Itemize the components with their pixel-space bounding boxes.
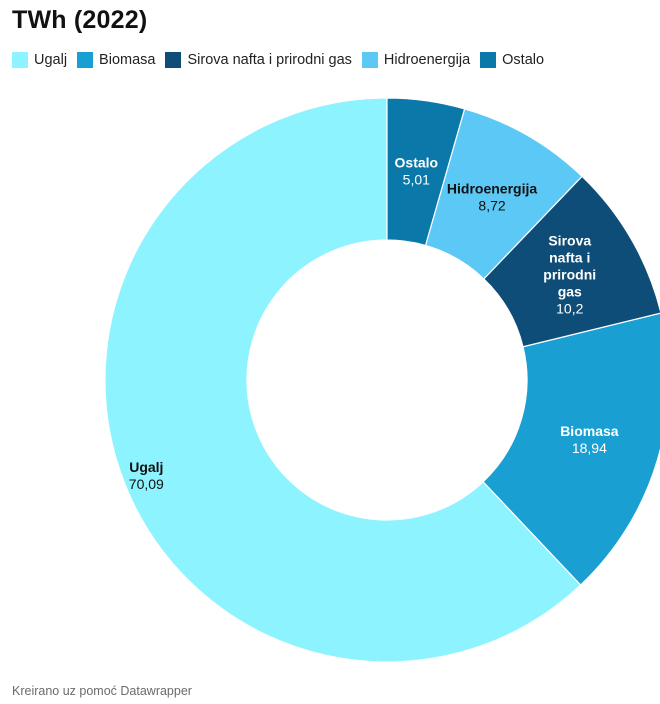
legend-swatch: [77, 52, 94, 68]
legend-label: Ostalo: [502, 52, 545, 68]
chart-title: TWh (2022): [12, 6, 148, 34]
slice-label: Ostalo: [395, 155, 439, 171]
legend: Ugalj Biomasa Sirova nafta i prirodni gas H…: [12, 52, 554, 68]
donut-slice: [482, 312, 660, 586]
donut-slice: [386, 97, 466, 247]
legend-label: Ugalj: [34, 52, 68, 68]
legend-item: Ostalo: [480, 52, 544, 68]
legend-item: Sirova nafta i prirodni gas: [165, 52, 352, 68]
legend-swatch: [165, 52, 182, 68]
footer-credit: Kreirano uz pomoć Datawrapper: [12, 684, 192, 698]
legend-label: Hidroenergija: [383, 52, 471, 68]
slice-value: 18,94: [572, 440, 607, 456]
slice-value: 8,72: [478, 198, 505, 214]
slice-value: 5,01: [403, 172, 430, 188]
slice-label: Ugalj: [129, 459, 163, 475]
slice-value: 70,09: [129, 476, 164, 492]
slice-label: prirodni: [543, 267, 596, 283]
legend-swatch: [361, 52, 378, 68]
legend-swatch: [480, 52, 497, 68]
legend-item: Hidroenergija: [361, 52, 471, 68]
slice-label: Biomasa: [560, 423, 619, 439]
slice-value: 10,2: [556, 301, 583, 317]
legend-label: Sirova nafta i prirodni gas: [187, 52, 352, 68]
slice-label: Sirova: [548, 233, 591, 249]
slice-label: Hidroenergija: [447, 181, 537, 197]
legend-item: Biomasa: [77, 52, 155, 68]
donut-slice: [104, 97, 582, 663]
legend-label: Biomasa: [99, 52, 156, 68]
legend-item: Ugalj: [12, 52, 67, 68]
legend-swatch: [12, 52, 28, 68]
slice-label: nafta i: [549, 250, 590, 266]
slice-label: gas: [558, 284, 582, 300]
